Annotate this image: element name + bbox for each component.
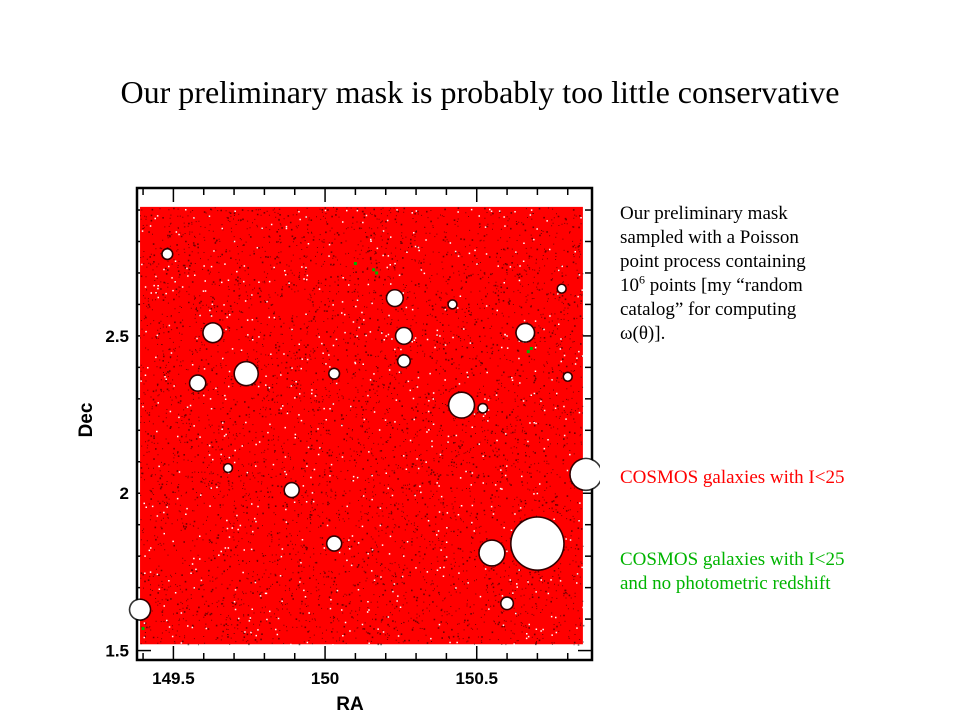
masked-hole bbox=[501, 597, 513, 609]
y-tick-label: 1.5 bbox=[105, 642, 129, 661]
masked-hole bbox=[203, 323, 222, 342]
masked-hole bbox=[285, 483, 299, 497]
mask-field bbox=[128, 206, 600, 646]
description-line: 106 points [my “random bbox=[620, 274, 950, 298]
masked-hole bbox=[224, 464, 232, 472]
masked-hole bbox=[558, 285, 566, 293]
description-line: point process containing bbox=[620, 251, 806, 272]
description-line: sampled with a Poisson bbox=[620, 227, 799, 248]
description-line: catalog” for computing bbox=[620, 299, 797, 320]
x-axis-label: RA bbox=[336, 694, 364, 715]
masked-hole bbox=[329, 369, 339, 379]
x-tick-label: 150 bbox=[311, 669, 339, 688]
description-rest: points [my “random bbox=[645, 275, 803, 296]
description-base: 10 bbox=[620, 275, 639, 296]
speckle-path bbox=[140, 206, 585, 646]
green-point bbox=[141, 627, 145, 631]
masked-hole bbox=[162, 249, 172, 259]
green-point bbox=[353, 262, 357, 266]
masked-hole bbox=[570, 459, 600, 490]
x-tick-label: 149.5 bbox=[152, 669, 195, 688]
x-tick-labels: 149.5 150 150.5 bbox=[152, 669, 498, 688]
y-tick-label: 2.5 bbox=[105, 327, 129, 346]
green-point bbox=[372, 268, 376, 272]
description-line: Our preliminary mask bbox=[620, 203, 788, 224]
masked-hole bbox=[190, 375, 205, 391]
y-axis-label: Dec bbox=[76, 402, 97, 437]
masked-hole bbox=[398, 355, 410, 367]
masked-hole bbox=[234, 362, 258, 385]
masked-hole bbox=[511, 517, 564, 570]
masked-hole bbox=[478, 404, 487, 413]
slide-title: Our preliminary mask is probably too lit… bbox=[120, 74, 840, 110]
x-tick-label: 150.5 bbox=[455, 669, 498, 688]
masked-hole bbox=[479, 540, 505, 566]
masked-hole bbox=[327, 536, 341, 551]
mask-region bbox=[140, 206, 583, 645]
y-tick-labels: 1.5 2 2.5 bbox=[105, 327, 129, 661]
masked-hole bbox=[564, 373, 572, 381]
masked-hole bbox=[448, 300, 457, 309]
green-point bbox=[375, 271, 379, 275]
green-legend-line: COSMOS galaxies with I<25 bbox=[620, 549, 845, 570]
mask-description: Our preliminary mask sampled with a Pois… bbox=[620, 202, 950, 346]
galaxy-speckle bbox=[140, 206, 585, 646]
masked-hole bbox=[130, 599, 150, 620]
masked-hole bbox=[387, 290, 403, 306]
green-point bbox=[529, 346, 533, 350]
masked-hole bbox=[449, 392, 474, 418]
y-tick-label: 2 bbox=[120, 484, 129, 503]
masked-hole bbox=[396, 328, 412, 344]
green-points-legend: COSMOS galaxies with I<25 and no photome… bbox=[620, 548, 950, 596]
description-exponent: 6 bbox=[639, 272, 645, 287]
description-line: ω(θ)]. bbox=[620, 323, 666, 344]
green-point bbox=[526, 350, 530, 354]
masked-hole bbox=[516, 324, 534, 342]
mask-plot: 149.5 150 150.5 1.5 2 2.5 RA Dec bbox=[76, 186, 600, 715]
red-points-legend: COSMOS galaxies with I<25 bbox=[620, 467, 845, 488]
green-legend-line: and no photometric redshift bbox=[620, 573, 831, 594]
